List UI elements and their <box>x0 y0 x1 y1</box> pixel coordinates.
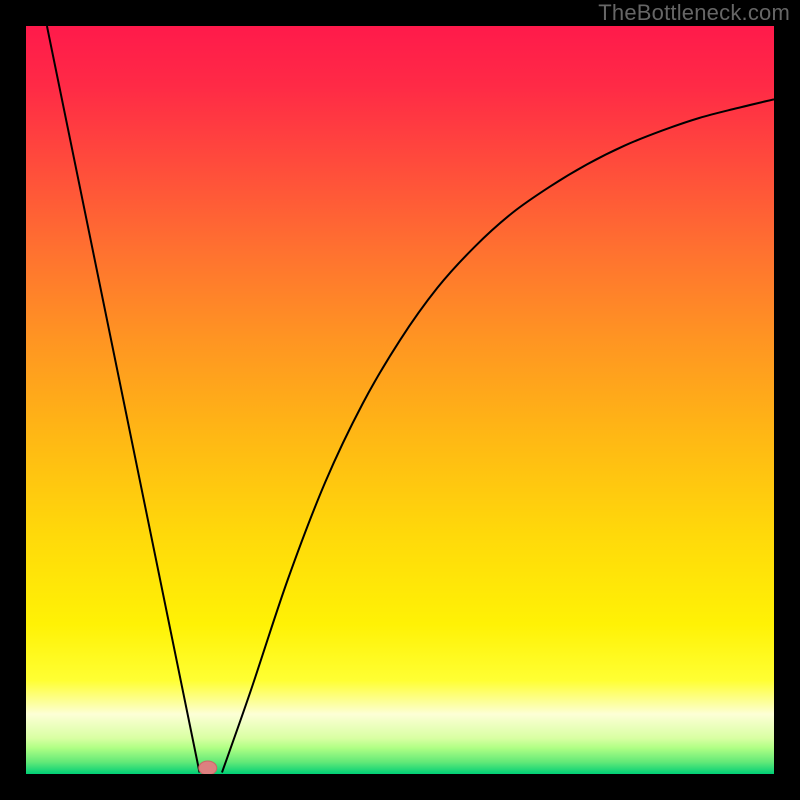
curve-left-segment <box>47 26 200 773</box>
frame-border-right <box>774 0 800 800</box>
watermark-text: TheBottleneck.com <box>598 0 790 26</box>
frame-border-left <box>0 0 26 800</box>
chart-container: TheBottleneck.com <box>0 0 800 800</box>
bottleneck-curve <box>26 26 774 774</box>
frame-border-bottom <box>0 774 800 800</box>
curve-right-segment <box>222 99 774 772</box>
optimum-marker-icon <box>199 761 217 774</box>
